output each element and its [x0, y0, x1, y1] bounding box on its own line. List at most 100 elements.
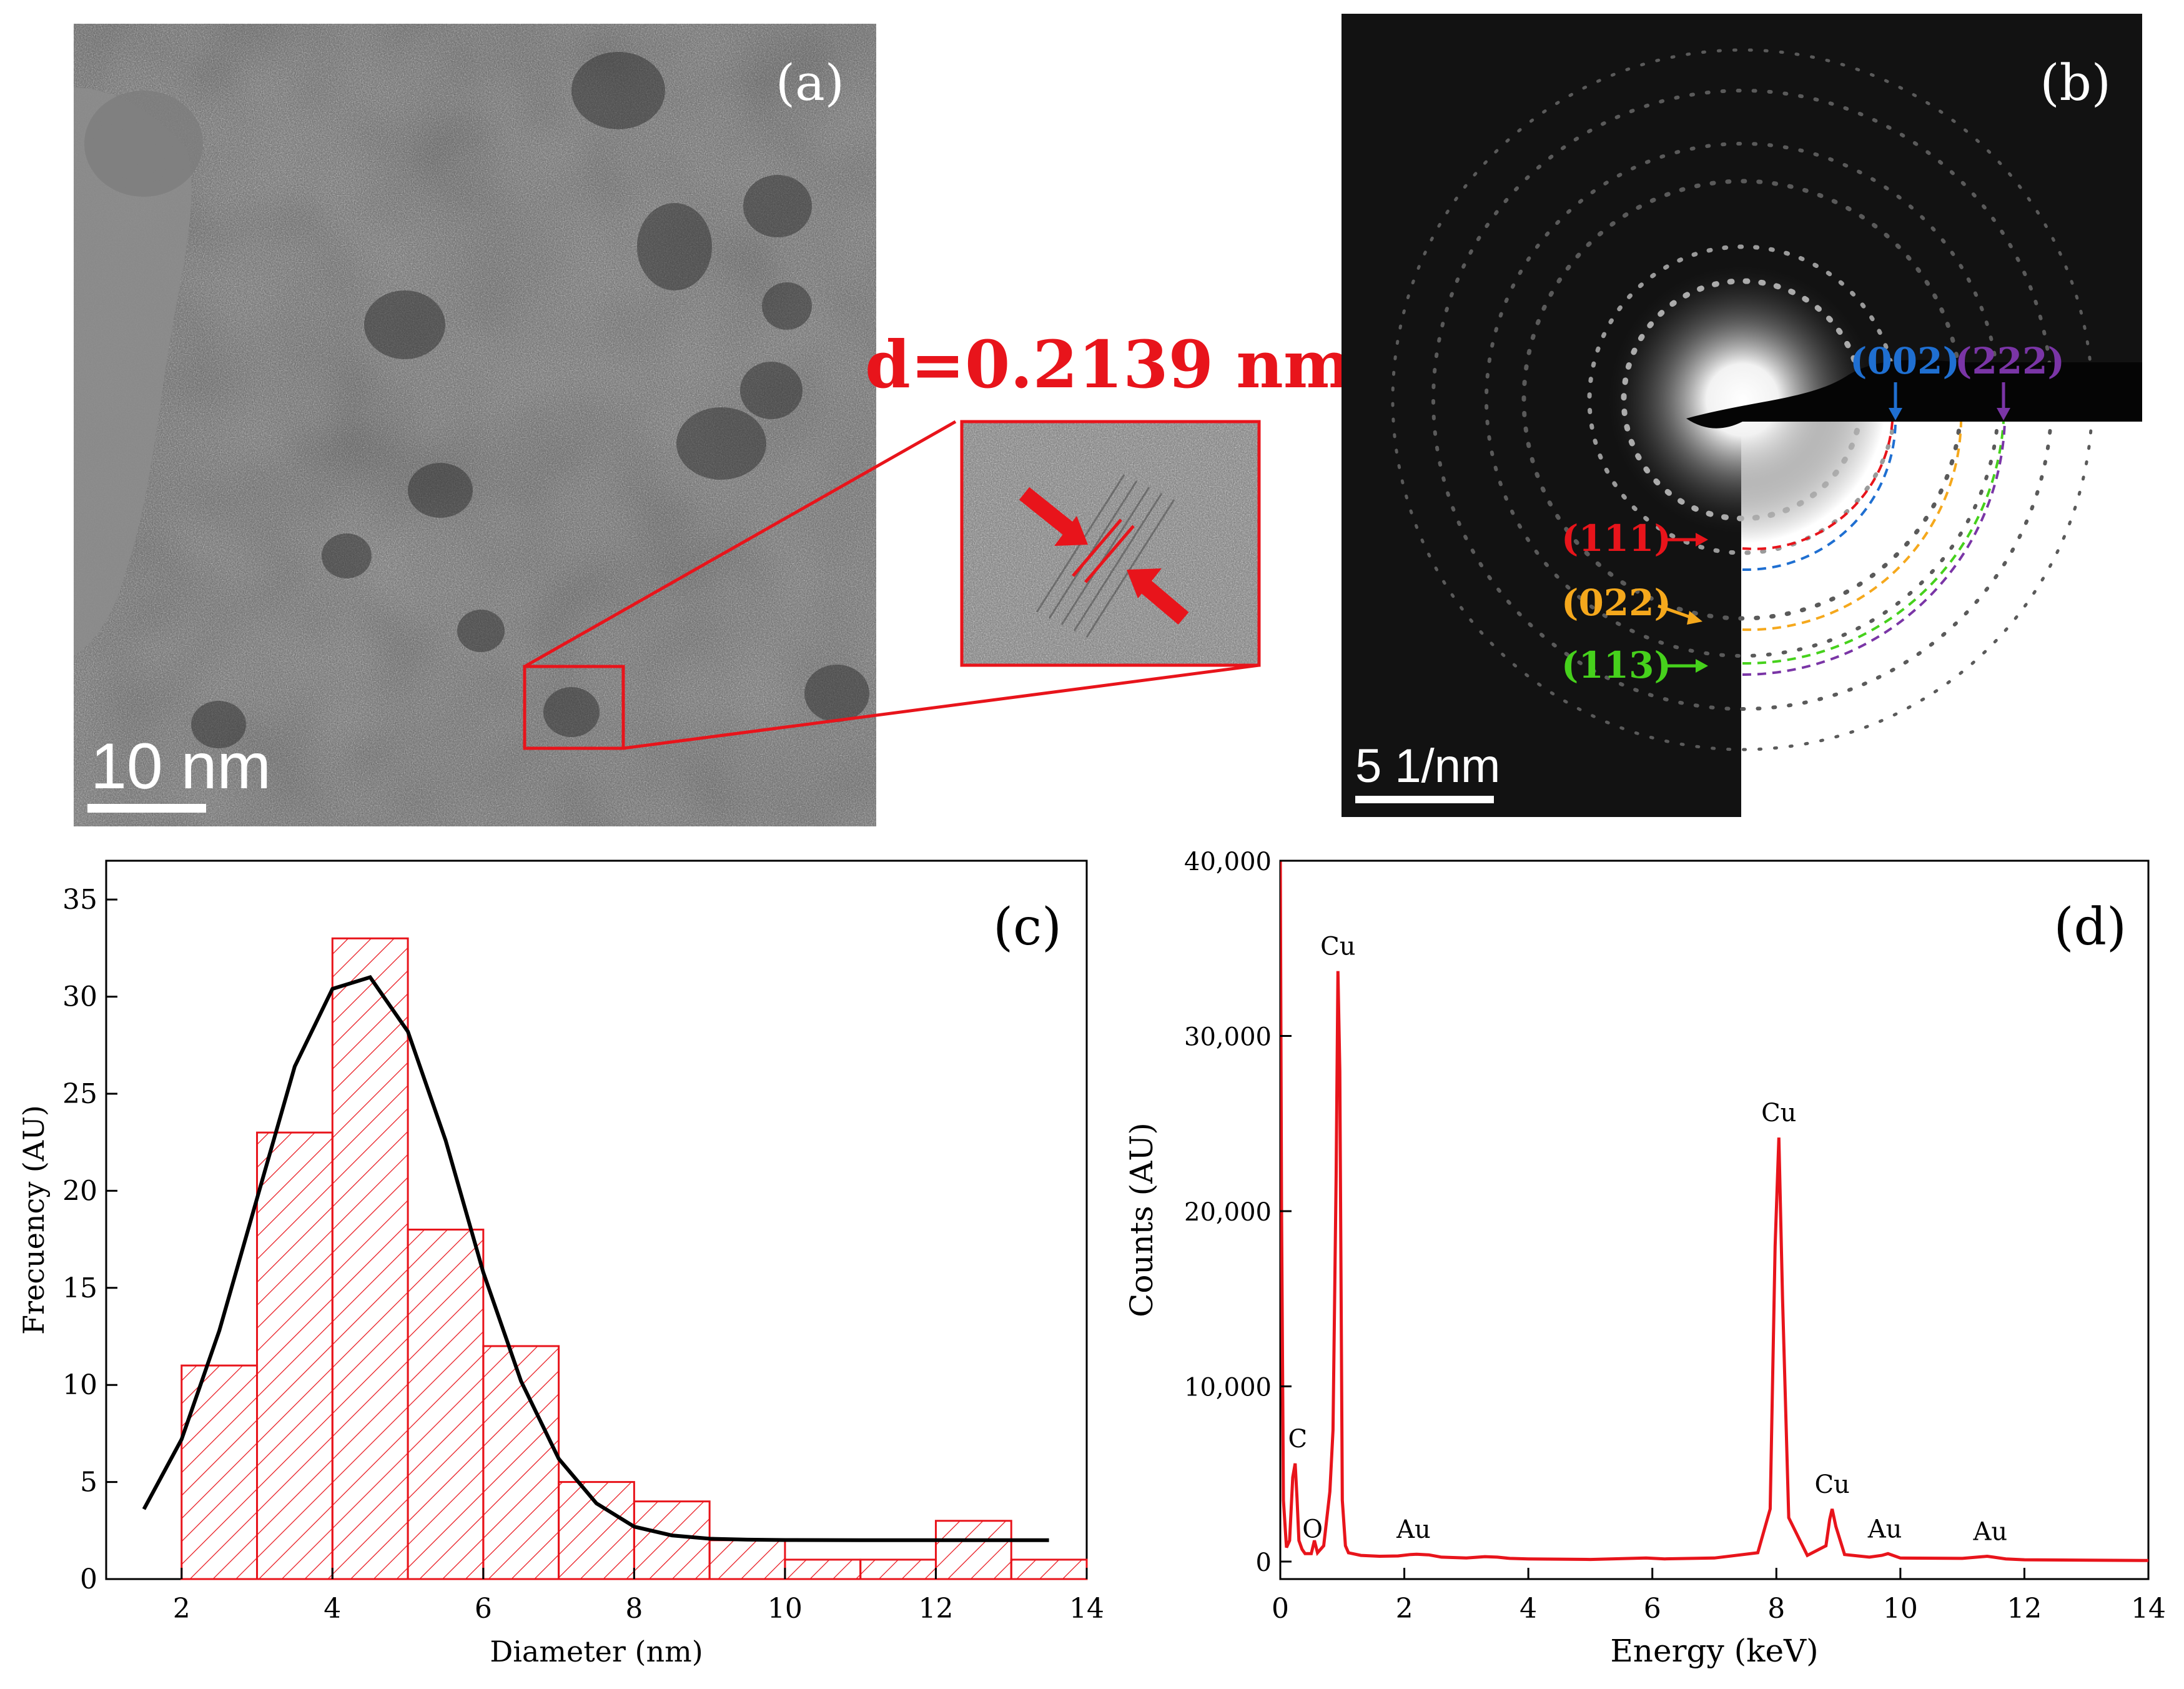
histogram-bar: [1010, 1558, 1088, 1580]
histogram-x-axis-label: Diameter (nm): [490, 1635, 703, 1668]
arrow-022: [1658, 604, 1702, 625]
peak-label: O: [1302, 1515, 1323, 1543]
lattice-arrow-left: [1019, 487, 1088, 546]
y-tick-label: 10: [62, 1369, 97, 1401]
beam-stop: [1686, 360, 2142, 428]
d-spacing-annotation: d=0.2139 nm: [865, 326, 1352, 403]
y-tick-label: 0: [80, 1563, 97, 1595]
eds-x-axis-label: Energy (keV): [1610, 1633, 1818, 1669]
hrtem-inset: [962, 422, 1259, 665]
panel-a: (a) 10 nm: [74, 24, 1352, 826]
x-tick-label: 4: [1519, 1593, 1537, 1625]
ring-label-113: (113): [1561, 644, 1671, 686]
histogram-bar: [708, 1539, 786, 1580]
eds-peak-labels: C O Cu Au Cu Cu Au Au: [1288, 933, 2007, 1547]
histogram-bar: [331, 937, 409, 1580]
x-tick-label: 8: [625, 1593, 643, 1625]
gaussian-fit-curve: [142, 974, 1049, 1542]
x-tick-label: 12: [2007, 1593, 2042, 1625]
nanoparticles: [191, 52, 869, 748]
arrow-002: [1889, 382, 1902, 420]
y-tick-label: 30,000: [1184, 1023, 1272, 1051]
histogram-y-ticks: 0 5 10 15 20 25 30 35: [62, 884, 117, 1595]
histogram-y-axis-label: Frecuency (AU): [17, 1105, 51, 1335]
histogram-x-ticks: 2 4 6 8 10 12 14: [173, 1568, 1104, 1625]
tem-micrograph: [74, 24, 876, 826]
y-tick-label: 25: [62, 1078, 97, 1110]
central-beam: [1599, 256, 1886, 543]
zoom-line-bottom: [623, 663, 1260, 750]
y-tick-label: 5: [80, 1467, 97, 1498]
arrow-113: [1661, 659, 1708, 673]
x-tick-label: 14: [2131, 1593, 2166, 1625]
ring-label-222: (222): [1955, 340, 2065, 382]
histogram-bar: [407, 1229, 485, 1580]
x-tick-label: 10: [1883, 1593, 1918, 1625]
x-tick-label: 8: [1767, 1593, 1785, 1625]
histogram-bar: [784, 1558, 862, 1580]
peak-label: Au: [1972, 1518, 2007, 1547]
arrow-111: [1661, 533, 1708, 547]
ring-guide-111: [1742, 421, 1894, 550]
peak-label: Au: [1396, 1515, 1431, 1544]
vacuum-region: [74, 87, 192, 656]
ring-guide-222: [1742, 421, 2006, 676]
x-tick-label: 4: [324, 1593, 341, 1625]
x-tick-label: 10: [768, 1593, 803, 1625]
panel-a-scale-bar: [87, 804, 206, 813]
zoom-selection-box: [523, 665, 625, 750]
panel-c-label: (c): [993, 898, 1062, 957]
ring-guide-113: [1742, 421, 2005, 665]
x-tick-label: 12: [918, 1593, 953, 1625]
x-tick-label: 0: [1272, 1593, 1289, 1625]
eds-plot-frame: [1279, 859, 2150, 1580]
y-tick-label: 30: [62, 981, 97, 1013]
ring-label-002: (002): [1850, 340, 1960, 382]
x-tick-label: 2: [1396, 1593, 1413, 1625]
panel-b-scale-bar-label: 5 1/nm: [1355, 740, 1500, 793]
peak-label: Cu: [1761, 1099, 1796, 1127]
ring-label-022: (022): [1561, 582, 1671, 624]
panel-b: (b) 5 1/nm (111) (002) (022) (222) (11: [1342, 14, 2142, 817]
panel-d-eds-spectrum: C O Cu Au Cu Cu Au Au 0 2 4 6 8 10 12 14 0 10,000 20,000…: [1124, 848, 2166, 1669]
peak-label: Cu: [1814, 1470, 1849, 1499]
zoom-line-top: [523, 420, 957, 668]
histogram-bar: [934, 1520, 1012, 1580]
lattice-line-1: [1072, 518, 1122, 577]
panel-b-scale-bar: [1355, 796, 1494, 803]
peak-label: Au: [1867, 1515, 1902, 1543]
lattice-arrow-right: [1127, 568, 1189, 625]
panel-d-label: (d): [2054, 898, 2127, 957]
x-tick-label: 2: [173, 1593, 190, 1625]
eds-x-ticks: 0 2 4 6 8 10 12 14: [1272, 1568, 2166, 1625]
eds-spectrum-line: [1280, 861, 2148, 1562]
ring-guide-002: [1742, 421, 1897, 572]
y-tick-label: 40,000: [1184, 848, 1272, 876]
eds-y-ticks: 0 10,000 20,000 30,000 40,000: [1184, 848, 1292, 1577]
y-tick-label: 20,000: [1184, 1198, 1272, 1227]
peak-label: C: [1288, 1425, 1307, 1454]
ring-label-111: (111): [1561, 517, 1671, 560]
panel-a-scale-bar-label: 10 nm: [91, 730, 271, 803]
panel-b-label: (b): [2040, 54, 2111, 112]
histogram-bar: [256, 1131, 334, 1580]
x-tick-label: 14: [1069, 1593, 1104, 1625]
histogram-bar: [558, 1481, 635, 1580]
arrow-222: [1997, 382, 2010, 420]
histogram-bars: [180, 937, 1088, 1580]
ring-guide-022: [1742, 421, 1962, 632]
histogram-bar: [180, 1364, 259, 1580]
histogram-bar: [859, 1558, 937, 1580]
y-tick-label: 20: [62, 1175, 97, 1207]
peak-label: Cu: [1320, 933, 1355, 961]
y-tick-label: 15: [62, 1272, 97, 1304]
y-tick-label: 0: [1256, 1548, 1272, 1577]
y-tick-label: 35: [62, 884, 97, 916]
lattice-line-2: [1084, 525, 1135, 583]
inset-frame: [960, 420, 1261, 667]
y-tick-label: 10,000: [1184, 1373, 1272, 1402]
x-tick-label: 6: [475, 1593, 492, 1625]
x-tick-label: 6: [1644, 1593, 1661, 1625]
